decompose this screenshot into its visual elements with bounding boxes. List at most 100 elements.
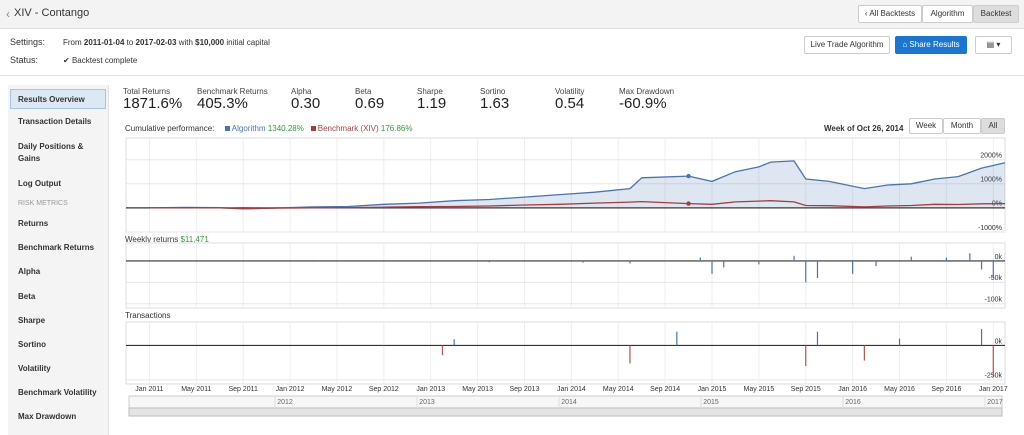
- x-tick-label: May 2013: [462, 386, 493, 393]
- status-label: Status:: [10, 55, 39, 65]
- nav-item[interactable]: Volatility: [18, 364, 51, 373]
- y-tick-label: 0k: [995, 254, 1003, 261]
- top-bar: ‹ XIV - Contango ‹ All Backtests Algorit…: [0, 0, 1024, 29]
- metric-label: Max Drawdown: [619, 87, 675, 96]
- weekly-label: Weekly returns $11,471: [125, 235, 209, 244]
- bar: [863, 345, 865, 361]
- nav-item[interactable]: Returns: [18, 219, 49, 228]
- legend: Algorithm 1340.28% Benchmark (XIV) 176.8…: [225, 124, 412, 133]
- bar: [383, 345, 385, 347]
- nav-item[interactable]: Sortino: [18, 340, 46, 349]
- date: 2011-01-04: [83, 38, 125, 47]
- perf-label: Cumulative performance:: [125, 124, 215, 133]
- bar: [980, 328, 983, 346]
- bar: [992, 345, 994, 378]
- bar: [816, 331, 819, 346]
- bar: [898, 338, 901, 346]
- legend-swatch: [225, 126, 230, 131]
- capital: $10,000: [195, 38, 225, 47]
- x-tick-label: May 2015: [744, 386, 775, 393]
- date: 2017-02-03: [135, 38, 177, 47]
- bar: [629, 345, 631, 364]
- bar: [980, 260, 983, 270]
- bar: [945, 257, 947, 261]
- metric-label: Total Returns: [123, 87, 171, 96]
- range-button[interactable]: Month: [943, 118, 981, 134]
- bar: [875, 260, 877, 267]
- tab[interactable]: Algorithm: [922, 5, 973, 23]
- x-tick-label: May 2011: [181, 386, 211, 393]
- menu-button[interactable]: ▤ ▾: [975, 36, 1012, 54]
- nav-item[interactable]: Benchmark Returns: [18, 243, 95, 252]
- line: [149, 200, 1006, 210]
- tab-label: All Backtests: [869, 9, 916, 18]
- line: [149, 160, 1006, 210]
- text: with: [178, 38, 193, 47]
- tab[interactable]: ‹ All Backtests: [858, 5, 922, 23]
- title: XIV - Contango: [14, 7, 90, 19]
- y-tick-label: 1000%: [980, 177, 1002, 184]
- metric-value: 0.54: [555, 95, 585, 112]
- metric-label: Sortino: [480, 87, 506, 96]
- bar: [582, 260, 584, 263]
- metric-label: Beta: [355, 87, 372, 96]
- navigator-year: 2012: [277, 399, 293, 406]
- nav-item[interactable]: Alpha: [18, 267, 41, 276]
- nav-item[interactable]: Results Overview: [18, 95, 85, 104]
- x-tick-label: Sep 2012: [369, 386, 399, 393]
- x-tick-label: Sep 2016: [931, 386, 961, 393]
- bar: [711, 260, 713, 274]
- bar: [992, 260, 994, 279]
- share-button[interactable]: ⌂ Share Results: [895, 36, 967, 54]
- plot-frame: [125, 321, 1006, 385]
- nav-item[interactable]: Transaction Details: [18, 117, 92, 126]
- back-icon[interactable]: ‹: [6, 7, 10, 21]
- metric-value: 1.19: [417, 95, 447, 112]
- navigator-year: 2015: [703, 399, 719, 406]
- range-button-active[interactable]: All: [981, 118, 1005, 134]
- bar: [629, 260, 631, 264]
- metric-value: 1871.6%: [123, 95, 183, 112]
- divider: [0, 75, 1024, 76]
- metric-value: 0.69: [355, 95, 385, 112]
- hover-dot: [686, 201, 691, 206]
- x-tick-label: Jan 2016: [838, 386, 867, 393]
- bar: [699, 257, 701, 261]
- section-label: RISK METRICS: [18, 200, 68, 207]
- nav-item[interactable]: Sharpe: [18, 316, 46, 325]
- x-tick-label: Jan 2014: [557, 386, 586, 393]
- nav-item[interactable]: Log Output: [18, 179, 62, 188]
- metric-label: Volatility: [555, 87, 585, 96]
- y-tick-label: 0k: [995, 338, 1003, 345]
- x-tick-label: Jan 2011: [135, 386, 163, 393]
- x-tick-label: Sep 2013: [509, 386, 539, 393]
- bar: [312, 260, 315, 262]
- bar: [816, 260, 819, 279]
- bar: [758, 260, 760, 265]
- legend-name: Algorithm: [231, 124, 266, 133]
- metric-value: 1.63: [480, 95, 510, 112]
- range-button[interactable]: Week: [909, 118, 943, 134]
- live-trade-button[interactable]: Live Trade Algorithm: [804, 36, 890, 54]
- x-tick-label: Jan 2017: [979, 386, 1008, 393]
- nav-item[interactable]: Beta: [18, 292, 36, 301]
- status: ✔ Backtest complete: [63, 56, 138, 65]
- bar: [488, 260, 490, 263]
- nav-item[interactable]: Max Drawdown: [18, 412, 77, 421]
- bar: [910, 256, 912, 261]
- bar: [969, 253, 971, 261]
- y-tick-label: 2000%: [980, 153, 1002, 160]
- nav-item[interactable]: Daily Positions & Gains: [18, 142, 84, 163]
- sidebar: Results Overview Transaction Details Dai…: [8, 85, 109, 435]
- metric-value: -60.9%: [619, 95, 667, 112]
- nav-item[interactable]: Benchmark Volatility: [18, 388, 97, 397]
- navigator-year: 2014: [561, 399, 577, 406]
- tab-active[interactable]: Backtest: [973, 5, 1019, 23]
- metric-label: Sharpe: [417, 87, 443, 96]
- navigator-year: 2016: [845, 399, 861, 406]
- text: to: [126, 38, 134, 47]
- x-tick-label: Jan 2015: [698, 386, 727, 393]
- hover-dot: [686, 173, 691, 179]
